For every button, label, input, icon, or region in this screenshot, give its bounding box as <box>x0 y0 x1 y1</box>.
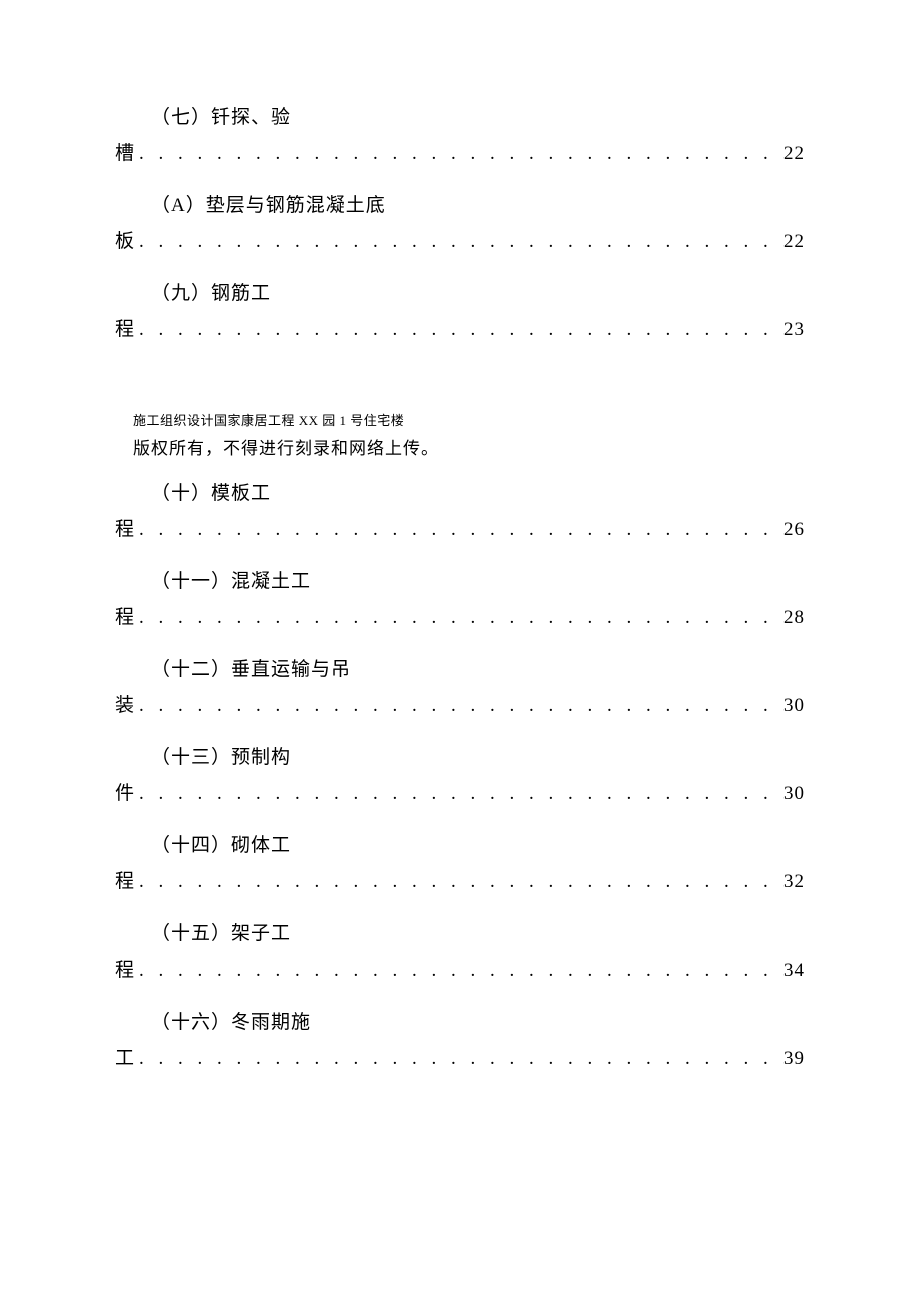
toc-entry-prefix: （十）模板工 <box>115 476 805 512</box>
toc-entry-label: 槽 <box>115 136 135 172</box>
footer-block: 施工组织设计国家康居工程 XX 园 1 号住宅楼 版权所有，不得进行刻录和网络上… <box>115 409 805 466</box>
toc-entry-prefix: （十二）垂直运输与吊 <box>115 652 805 688</box>
toc-entry-line: 工 39 <box>115 1041 805 1077</box>
toc-entry-prefix: （九）钢筋工 <box>115 276 805 312</box>
toc-entry-line: 槽 22 <box>115 136 805 172</box>
toc-dots <box>135 1041 784 1077</box>
toc-entry-line: 程 32 <box>115 864 805 900</box>
toc-entry-line: 程 23 <box>115 312 805 348</box>
toc-page-number: 23 <box>784 312 805 348</box>
toc-entry-prefix: （十五）架子工 <box>115 916 805 952</box>
toc-entry: （七）钎探、验 槽 22 <box>115 100 805 172</box>
toc-section-top: （七）钎探、验 槽 22 （A）垫层与钢筋混凝土底 板 22 （九）钢筋工 程 … <box>115 100 805 349</box>
toc-entry: （十四）砌体工 程 32 <box>115 828 805 900</box>
footer-line-1: 施工组织设计国家康居工程 XX 园 1 号住宅楼 <box>115 409 805 434</box>
toc-dots <box>135 953 784 989</box>
toc-entry: （十二）垂直运输与吊 装 30 <box>115 652 805 724</box>
toc-entry-prefix: （十一）混凝土工 <box>115 564 805 600</box>
toc-entry-label: 程 <box>115 864 135 900</box>
toc-dots <box>135 512 784 548</box>
toc-dots <box>135 136 784 172</box>
toc-dots <box>135 312 784 348</box>
toc-entry-line: 程 28 <box>115 600 805 636</box>
toc-entry-label: 程 <box>115 953 135 989</box>
toc-entry-prefix: （七）钎探、验 <box>115 100 805 136</box>
toc-entry: （十五）架子工 程 34 <box>115 916 805 988</box>
toc-entry-prefix: （十六）冬雨期施 <box>115 1005 805 1041</box>
toc-page-number: 28 <box>784 600 805 636</box>
toc-page-number: 32 <box>784 864 805 900</box>
toc-dots <box>135 600 784 636</box>
toc-section-bottom: （十）模板工 程 26 （十一）混凝土工 程 28 （十二）垂直运输与吊 装 3… <box>115 476 805 1077</box>
toc-entry-label: 板 <box>115 224 135 260</box>
toc-page-number: 26 <box>784 512 805 548</box>
toc-entry-label: 工 <box>115 1041 135 1077</box>
toc-page-number: 39 <box>784 1041 805 1077</box>
toc-entry: （九）钢筋工 程 23 <box>115 276 805 348</box>
toc-entry: （十三）预制构 件 30 <box>115 740 805 812</box>
toc-entry-label: 程 <box>115 600 135 636</box>
toc-entry-prefix: （十四）砌体工 <box>115 828 805 864</box>
toc-entry-label: 装 <box>115 688 135 724</box>
toc-entry-label: 程 <box>115 512 135 548</box>
toc-entry-line: 装 30 <box>115 688 805 724</box>
toc-entry-line: 板 22 <box>115 224 805 260</box>
toc-entry-label: 程 <box>115 312 135 348</box>
toc-page-number: 30 <box>784 688 805 724</box>
toc-page-number: 22 <box>784 224 805 260</box>
toc-dots <box>135 864 784 900</box>
toc-entry: （十）模板工 程 26 <box>115 476 805 548</box>
toc-entry-prefix: （十三）预制构 <box>115 740 805 776</box>
toc-dots <box>135 688 784 724</box>
toc-dots <box>135 224 784 260</box>
toc-page-number: 22 <box>784 136 805 172</box>
toc-entry-label: 件 <box>115 776 135 812</box>
footer-line-2: 版权所有，不得进行刻录和网络上传。 <box>115 433 805 465</box>
toc-entry: （十一）混凝土工 程 28 <box>115 564 805 636</box>
toc-entry-line: 件 30 <box>115 776 805 812</box>
toc-entry-line: 程 26 <box>115 512 805 548</box>
toc-entry: （A）垫层与钢筋混凝土底 板 22 <box>115 188 805 260</box>
toc-page-number: 30 <box>784 776 805 812</box>
toc-entry: （十六）冬雨期施 工 39 <box>115 1005 805 1077</box>
toc-dots <box>135 776 784 812</box>
toc-entry-line: 程 34 <box>115 953 805 989</box>
toc-entry-prefix: （A）垫层与钢筋混凝土底 <box>115 188 805 224</box>
toc-page-number: 34 <box>784 953 805 989</box>
